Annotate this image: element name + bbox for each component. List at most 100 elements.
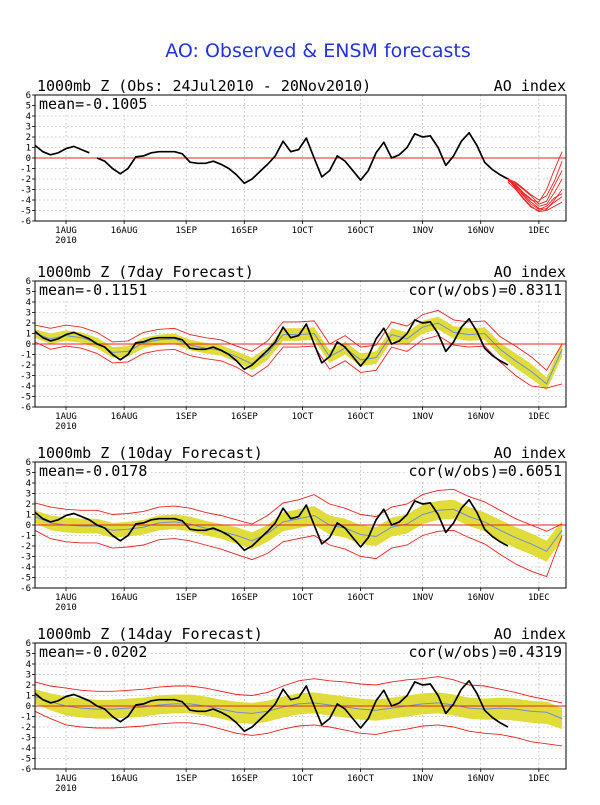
observed-line bbox=[96, 131, 509, 185]
observed-line bbox=[34, 498, 509, 552]
y-tick-label: -2 bbox=[20, 361, 31, 371]
y-tick-label: -3 bbox=[20, 553, 31, 563]
y-tick-label: 1 bbox=[26, 330, 31, 340]
x-tick-label: 1AUG bbox=[55, 412, 77, 422]
x-tick-label: 16AUG bbox=[111, 412, 138, 422]
mean-label: mean=-0.0202 bbox=[39, 643, 147, 661]
y-tick-label: -5 bbox=[20, 574, 31, 584]
y-tick-label: -2 bbox=[20, 175, 31, 185]
mean-label-bg bbox=[37, 645, 151, 661]
x-tick-label: 16OCT bbox=[347, 226, 375, 236]
ensemble-member-line bbox=[507, 181, 563, 211]
x-tick-label: 16NOV bbox=[467, 226, 495, 236]
y-tick-label: 3 bbox=[26, 490, 31, 500]
mean-label: mean=-0.0178 bbox=[39, 462, 147, 480]
y-tick-label: 6 bbox=[26, 277, 31, 287]
ensemble-max-line bbox=[34, 309, 563, 371]
y-tick-label: 2 bbox=[26, 319, 31, 329]
figure-title: AO: Observed & ENSM forecasts bbox=[165, 40, 470, 62]
y-tick-label: 0 bbox=[26, 702, 31, 712]
ensemble-member-line bbox=[507, 178, 563, 207]
cor-label-bg bbox=[405, 283, 564, 299]
x-tick-label: 1NOV bbox=[412, 412, 434, 422]
y-tick-label: 0 bbox=[26, 154, 31, 164]
panel-index-label: AO index bbox=[494, 77, 566, 95]
y-tick-label: 4 bbox=[26, 479, 31, 489]
x-tick-label: 1SEP bbox=[175, 593, 197, 603]
y-tick-label: 3 bbox=[26, 309, 31, 319]
ensemble-member-line bbox=[507, 170, 563, 205]
y-tick-label: 0 bbox=[26, 340, 31, 350]
y-tick-label: -4 bbox=[20, 382, 31, 392]
y-tick-label: -3 bbox=[20, 734, 31, 744]
x-tick-label: 1NOV bbox=[412, 774, 434, 784]
y-tick-label: -5 bbox=[20, 393, 31, 403]
ensemble-member-line bbox=[507, 161, 563, 201]
y-tick-label: 4 bbox=[26, 660, 31, 670]
y-tick-label: -1 bbox=[20, 165, 31, 175]
ensemble-member-line bbox=[507, 178, 563, 210]
x-year-label: 2010 bbox=[55, 236, 77, 246]
ensemble-member-line bbox=[507, 179, 563, 210]
y-tick-label: -3 bbox=[20, 372, 31, 382]
x-tick-label: 16SEP bbox=[231, 226, 259, 236]
ao-panel-3: 1000mb Z (10day Forecast) AO index 6543210… bbox=[20, 444, 567, 613]
x-tick-label: 1SEP bbox=[175, 412, 197, 422]
x-tick-label: 1DEC bbox=[528, 226, 550, 236]
y-tick-label: 3 bbox=[26, 123, 31, 133]
cor-label: cor(w/obs)=0.8311 bbox=[408, 281, 562, 299]
y-tick-label: 2 bbox=[26, 500, 31, 510]
panel-title: 1000mb Z (7day Forecast) bbox=[37, 263, 254, 281]
ensemble-spread-band bbox=[35, 316, 563, 391]
panel-index-label: AO index bbox=[494, 444, 566, 462]
x-tick-label: 16NOV bbox=[467, 593, 495, 603]
y-tick-label: 5 bbox=[26, 650, 31, 660]
y-tick-label: 5 bbox=[26, 102, 31, 112]
mean-label-bg bbox=[37, 283, 151, 299]
panel-index-label: AO index bbox=[494, 625, 566, 643]
x-tick-label: 1AUG bbox=[55, 226, 77, 236]
y-tick-label: -1 bbox=[20, 713, 31, 723]
x-tick-label: 1DEC bbox=[528, 412, 550, 422]
ensemble-min-line bbox=[34, 710, 563, 747]
x-tick-label: 1OCT bbox=[292, 226, 314, 236]
y-tick-label: -2 bbox=[20, 723, 31, 733]
y-tick-label: -1 bbox=[20, 351, 31, 361]
x-tick-label: 1SEP bbox=[175, 226, 197, 236]
x-tick-label: 16AUG bbox=[111, 226, 138, 236]
ensemble-max-line bbox=[34, 488, 563, 532]
x-tick-label: 16SEP bbox=[231, 412, 259, 422]
cor-label: cor(w/obs)=0.4319 bbox=[408, 643, 562, 661]
x-tick-label: 16OCT bbox=[347, 412, 375, 422]
y-tick-label: -6 bbox=[20, 584, 31, 594]
panel-title: 1000mb Z (Obs: 24Jul2010 - 20Nov2010) bbox=[37, 77, 371, 95]
ensemble-min-line bbox=[34, 335, 563, 389]
y-tick-label: 1 bbox=[26, 144, 31, 154]
x-tick-label: 1DEC bbox=[528, 593, 550, 603]
y-tick-label: 4 bbox=[26, 112, 31, 122]
x-tick-label: 16NOV bbox=[467, 774, 495, 784]
cor-label-bg bbox=[405, 464, 564, 480]
x-tick-label: 16OCT bbox=[347, 774, 375, 784]
y-tick-label: 4 bbox=[26, 298, 31, 308]
y-tick-label: -6 bbox=[20, 765, 31, 775]
ao-panel-1: 1000mb Z (Obs: 24Jul2010 - 20Nov2010) AO … bbox=[20, 77, 567, 246]
panel-index-label: AO index bbox=[494, 263, 566, 281]
observed-line bbox=[34, 679, 509, 733]
y-tick-label: -4 bbox=[20, 563, 31, 573]
y-tick-label: -4 bbox=[20, 196, 31, 206]
y-tick-label: -4 bbox=[20, 744, 31, 754]
x-tick-label: 1AUG bbox=[55, 593, 77, 603]
ensemble-mean-line bbox=[34, 696, 563, 720]
ensemble-max-line bbox=[34, 676, 563, 704]
y-tick-label: 6 bbox=[26, 91, 31, 101]
panel-title: 1000mb Z (10day Forecast) bbox=[37, 444, 263, 462]
x-tick-label: 16SEP bbox=[231, 593, 259, 603]
x-tick-label: 16NOV bbox=[467, 412, 495, 422]
mean-label: mean=-0.1151 bbox=[39, 281, 147, 299]
y-tick-label: 1 bbox=[26, 692, 31, 702]
y-tick-label: 5 bbox=[26, 469, 31, 479]
ao-panel-4: 1000mb Z (14day Forecast) AO index 6543210… bbox=[20, 625, 567, 794]
